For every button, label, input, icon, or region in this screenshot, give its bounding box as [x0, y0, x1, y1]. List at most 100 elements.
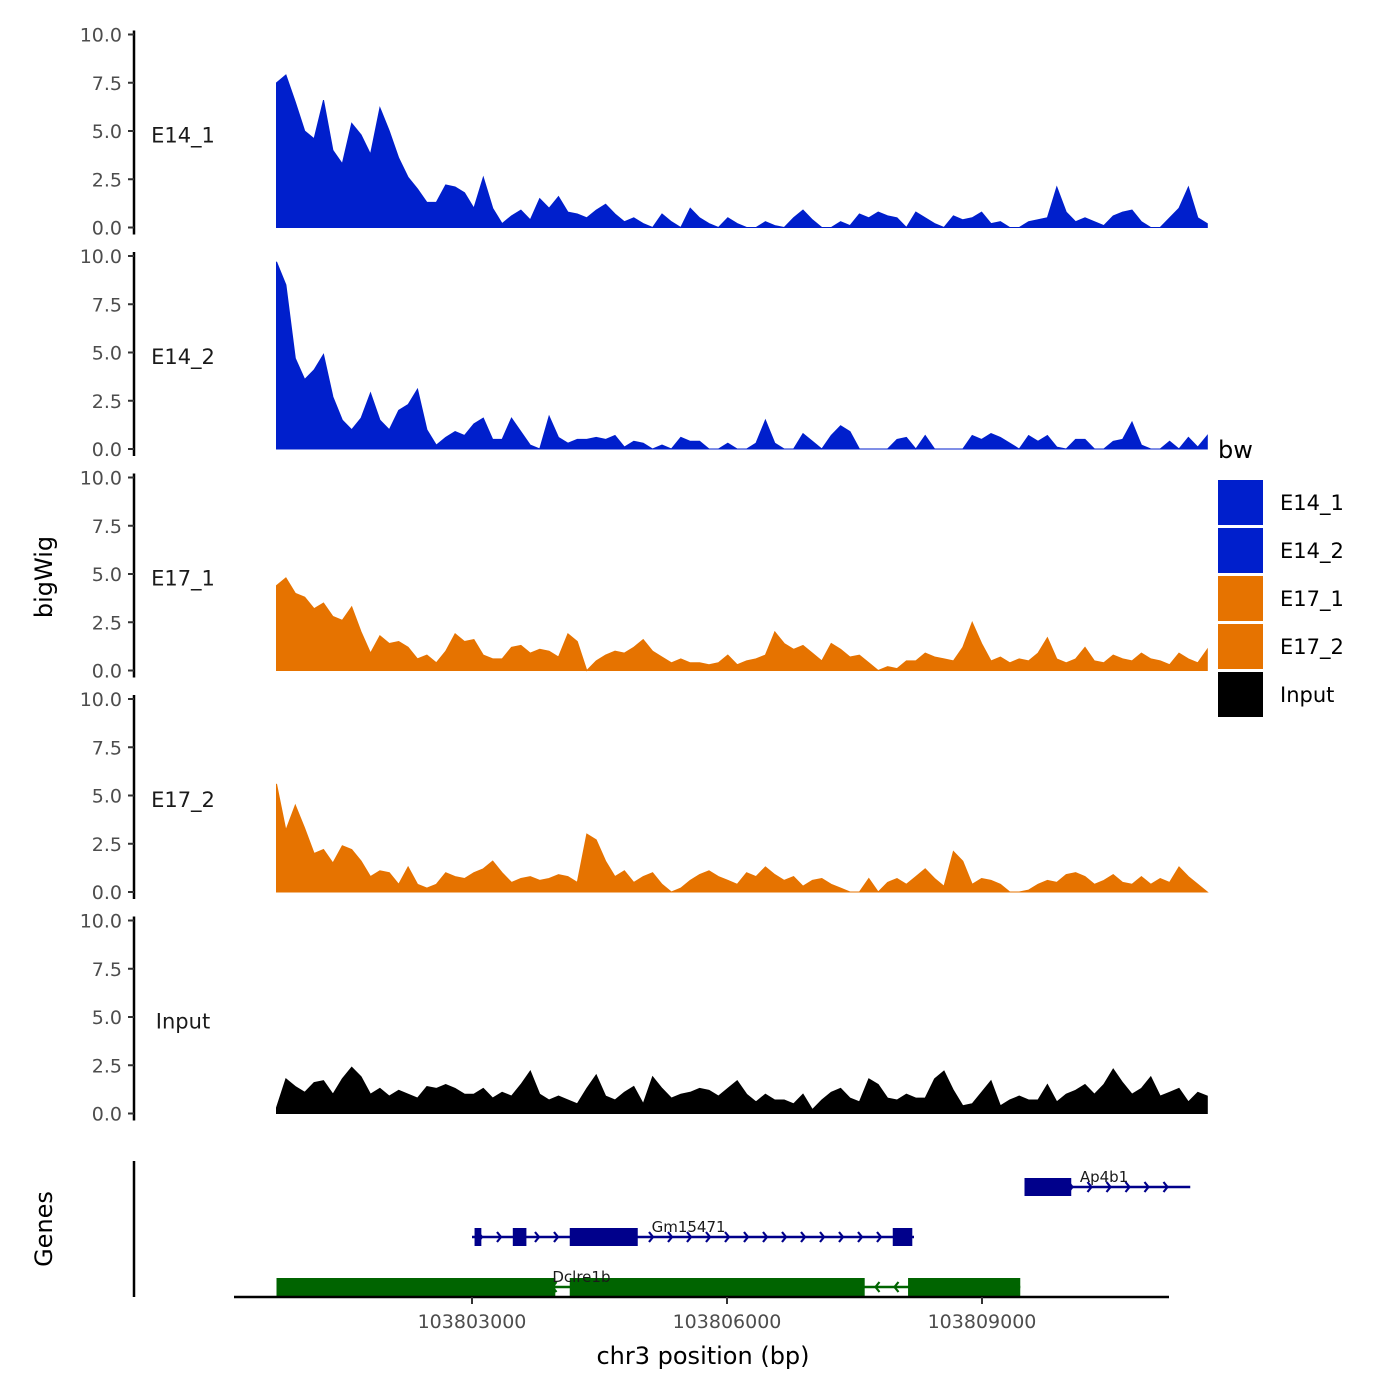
strand-arrow	[838, 1231, 845, 1243]
x-tick-label: 103803000	[418, 1311, 527, 1333]
gene-gm15471: Gm15471	[472, 1218, 914, 1246]
legend-label: E14_1	[1280, 491, 1344, 516]
gene-label: Gm15471	[652, 1218, 726, 1236]
strand-arrow	[1162, 1181, 1169, 1193]
strand-arrow	[876, 1231, 883, 1243]
y-tick-label: 0.0	[92, 1104, 122, 1126]
track-label: Input	[156, 1010, 210, 1034]
gene-label: Dclre1b	[552, 1268, 610, 1286]
track-e14-2: 0.0 2.5 5.0 7.5 10.0 E14_2	[80, 246, 1208, 461]
y-tick-label: 2.5	[92, 169, 122, 191]
strand-arrow	[743, 1231, 750, 1243]
y-tick-label: 7.5	[92, 737, 122, 759]
y-tick-label: 0.0	[92, 661, 122, 683]
gene-dclre1b: Dclre1b	[276, 1268, 1021, 1296]
strand-arrow	[1143, 1181, 1150, 1193]
legend-swatch	[1218, 624, 1263, 669]
exon-block	[569, 1278, 865, 1296]
legend-title: bw	[1218, 436, 1253, 464]
exon-block	[474, 1228, 482, 1246]
legend-swatch	[1218, 576, 1263, 621]
legend-label: E17_2	[1280, 635, 1344, 660]
y-tick-label: 7.5	[92, 73, 122, 95]
legend-label: E14_2	[1280, 539, 1344, 564]
y-tick-label: 10.0	[80, 911, 122, 933]
legend-item-e17-2: E17_2	[1218, 624, 1344, 669]
y-tick-label: 10.0	[80, 25, 122, 47]
y-tick-label: 2.5	[92, 612, 122, 634]
strand-arrow	[553, 1231, 560, 1243]
strand-arrow	[534, 1231, 541, 1243]
track-input: 0.0 2.5 5.0 7.5 10.0 Input	[80, 911, 1208, 1126]
area-e17-2	[276, 783, 1209, 893]
strand-arrow	[686, 1231, 693, 1243]
exon-block	[1024, 1178, 1072, 1196]
strand-arrow	[496, 1231, 503, 1243]
gene-ap4b1: Ap4b1	[1024, 1168, 1191, 1196]
track-e14-1: 0.0 2.5 5.0 7.5 10.0 E14_1	[80, 25, 1208, 240]
y-tick-label: 5.0	[92, 786, 122, 808]
genes-axis-title: Genes	[30, 1191, 58, 1267]
strand-arrow	[1124, 1181, 1131, 1193]
legend-label: Input	[1280, 683, 1334, 707]
strand-arrow	[819, 1231, 826, 1243]
y-tick-label: 2.5	[92, 834, 122, 856]
track-e17-1: 0.0 2.5 5.0 7.5 10.0 E17_1	[80, 468, 1208, 683]
y-tick-label: 5.0	[92, 1007, 122, 1029]
exon-block	[908, 1278, 974, 1296]
legend: bw E14_1 E14_2 E17_1 E17_2 Input	[1218, 436, 1344, 717]
exon-block	[569, 1228, 638, 1246]
exon-block	[973, 1278, 1021, 1296]
track-label: E14_1	[151, 124, 215, 149]
y-tick-label: 5.0	[92, 343, 122, 365]
strand-arrow	[781, 1231, 788, 1243]
legend-label: E17_1	[1280, 587, 1344, 612]
x-axis: 103803000 103806000 103809000	[234, 1295, 1169, 1333]
legend-item-e17-1: E17_1	[1218, 576, 1344, 621]
y-tick-label: 7.5	[92, 516, 122, 538]
y-tick-label: 5.0	[92, 121, 122, 143]
strand-arrow	[648, 1231, 655, 1243]
signal-tracks: 0.0 2.5 5.0 7.5 10.0 E14_1 0.0 2.5 5.0 7.5 10.0 E14…	[80, 25, 1209, 1126]
y-tick-label: 10.0	[80, 246, 122, 268]
gene-label: Ap4b1	[1080, 1168, 1128, 1186]
strand-arrow	[724, 1231, 731, 1243]
exon-block	[276, 1278, 556, 1296]
legend-swatch	[1218, 672, 1263, 717]
strand-arrow	[893, 1281, 900, 1293]
x-tick-label: 103806000	[673, 1311, 782, 1333]
area-e17-1	[276, 577, 1208, 672]
y-axis-title: bigWig	[30, 536, 58, 618]
strand-arrow	[874, 1281, 881, 1293]
y-tick-label: 7.5	[92, 294, 122, 316]
y-tick-label: 0.0	[92, 439, 122, 461]
track-label: E17_2	[151, 788, 215, 813]
y-tick-label: 2.5	[92, 1055, 122, 1077]
y-tick-label: 2.5	[92, 391, 122, 413]
area-input	[276, 1066, 1208, 1114]
y-tick-label: 0.0	[92, 218, 122, 240]
strand-arrow	[762, 1231, 769, 1243]
track-label: E14_2	[151, 345, 215, 370]
legend-item-input: Input	[1218, 672, 1334, 717]
y-tick-label: 10.0	[80, 468, 122, 490]
y-tick-label: 7.5	[92, 959, 122, 981]
strand-arrow	[705, 1231, 712, 1243]
strand-arrow	[667, 1231, 674, 1243]
legend-entries: E14_1 E14_2 E17_1 E17_2 Input	[1218, 480, 1344, 717]
exon-block	[512, 1228, 527, 1246]
strand-arrow	[857, 1231, 864, 1243]
y-tick-label: 0.0	[92, 882, 122, 904]
track-e17-2: 0.0 2.5 5.0 7.5 10.0 E17_2	[80, 689, 1209, 904]
track-label: E17_1	[151, 567, 215, 592]
strand-arrow	[800, 1231, 807, 1243]
y-tick-label: 5.0	[92, 564, 122, 586]
exon-block	[892, 1228, 913, 1246]
x-axis-title: chr3 position (bp)	[596, 1342, 809, 1370]
legend-item-e14-1: E14_1	[1218, 480, 1344, 525]
x-tick-label: 103809000	[928, 1311, 1037, 1333]
strand-arrow	[1086, 1181, 1093, 1193]
legend-swatch	[1218, 480, 1263, 525]
legend-swatch	[1218, 528, 1263, 573]
